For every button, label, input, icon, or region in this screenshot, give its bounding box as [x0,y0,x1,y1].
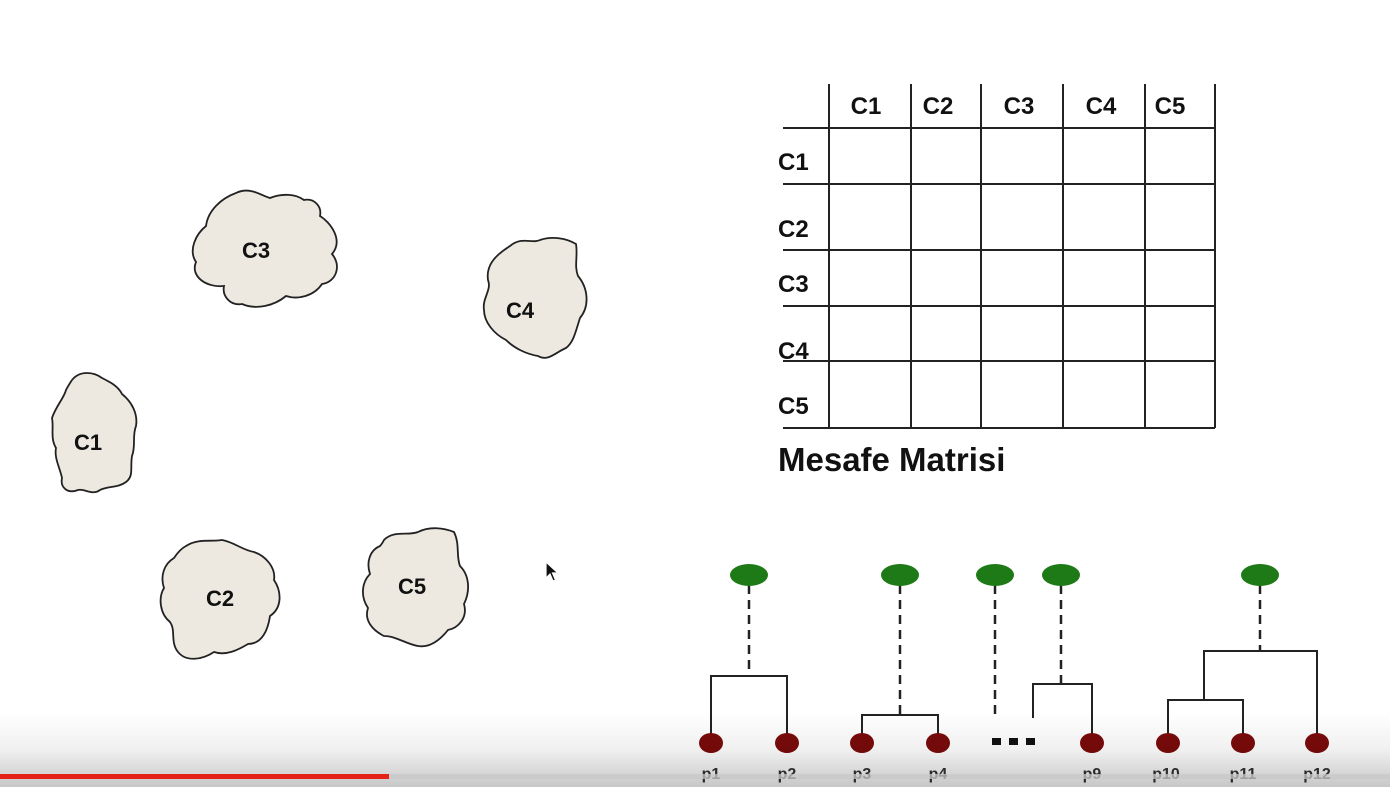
cluster-c3: C3 [191,189,338,308]
leaf-node [850,733,874,753]
cluster-label-c1: C1 [74,430,102,455]
cluster-label-c5: C5 [398,574,426,599]
leaf-node [1156,733,1180,753]
dendrogram-tree-4 [1032,564,1104,753]
cluster-c4: C4 [482,237,588,359]
root-node [976,564,1014,586]
cluster-c5: C5 [362,527,469,648]
dendrogram-tree-2 [850,564,950,753]
cluster-label-c4: C4 [506,298,535,323]
ellipsis-dots [992,738,1035,745]
leaf-node [926,733,950,753]
matrix-col-header: C2 [923,93,954,120]
root-node [1042,564,1080,586]
cluster-label-c3: C3 [242,238,270,263]
matrix-col-header: C5 [1155,93,1186,120]
root-node [1241,564,1279,586]
matrix-row-header: C3 [778,271,809,298]
matrix-row-header: C4 [778,338,809,365]
leaf-node [1231,733,1255,753]
matrix-row-header: C5 [778,393,809,420]
root-node [881,564,919,586]
distance-matrix: C1 C2 C3 C4 C5 C1 C2 C3 C4 C5 Mesafe Mat… [778,84,1216,478]
leaf-node [775,733,799,753]
cluster-c2: C2 [159,539,281,660]
cluster-c1: C1 [51,372,138,494]
matrix-col-header: C3 [1004,93,1035,120]
matrix-col-header: C1 [851,93,882,120]
dendrogram-forest: p1 p2 p3 p4 p9 p10 p11 p12 [699,564,1331,783]
matrix-row-header: C1 [778,149,809,176]
leaf-node [1080,733,1104,753]
root-node [730,564,768,586]
dendrogram-tree-1 [699,564,799,753]
dendrogram-tree-5 [1156,564,1329,753]
matrix-col-header: C4 [1086,93,1117,120]
matrix-row-header: C2 [778,216,809,243]
leaf-node [1305,733,1329,753]
video-progress-bar[interactable] [0,774,1390,779]
matrix-title: Mesafe Matrisi [778,441,1005,478]
leaf-node [699,733,723,753]
dendrogram-tree-3 [976,564,1014,720]
video-progress-played [0,774,390,779]
mouse-cursor-icon [545,561,559,582]
cluster-label-c2: C2 [206,586,234,611]
